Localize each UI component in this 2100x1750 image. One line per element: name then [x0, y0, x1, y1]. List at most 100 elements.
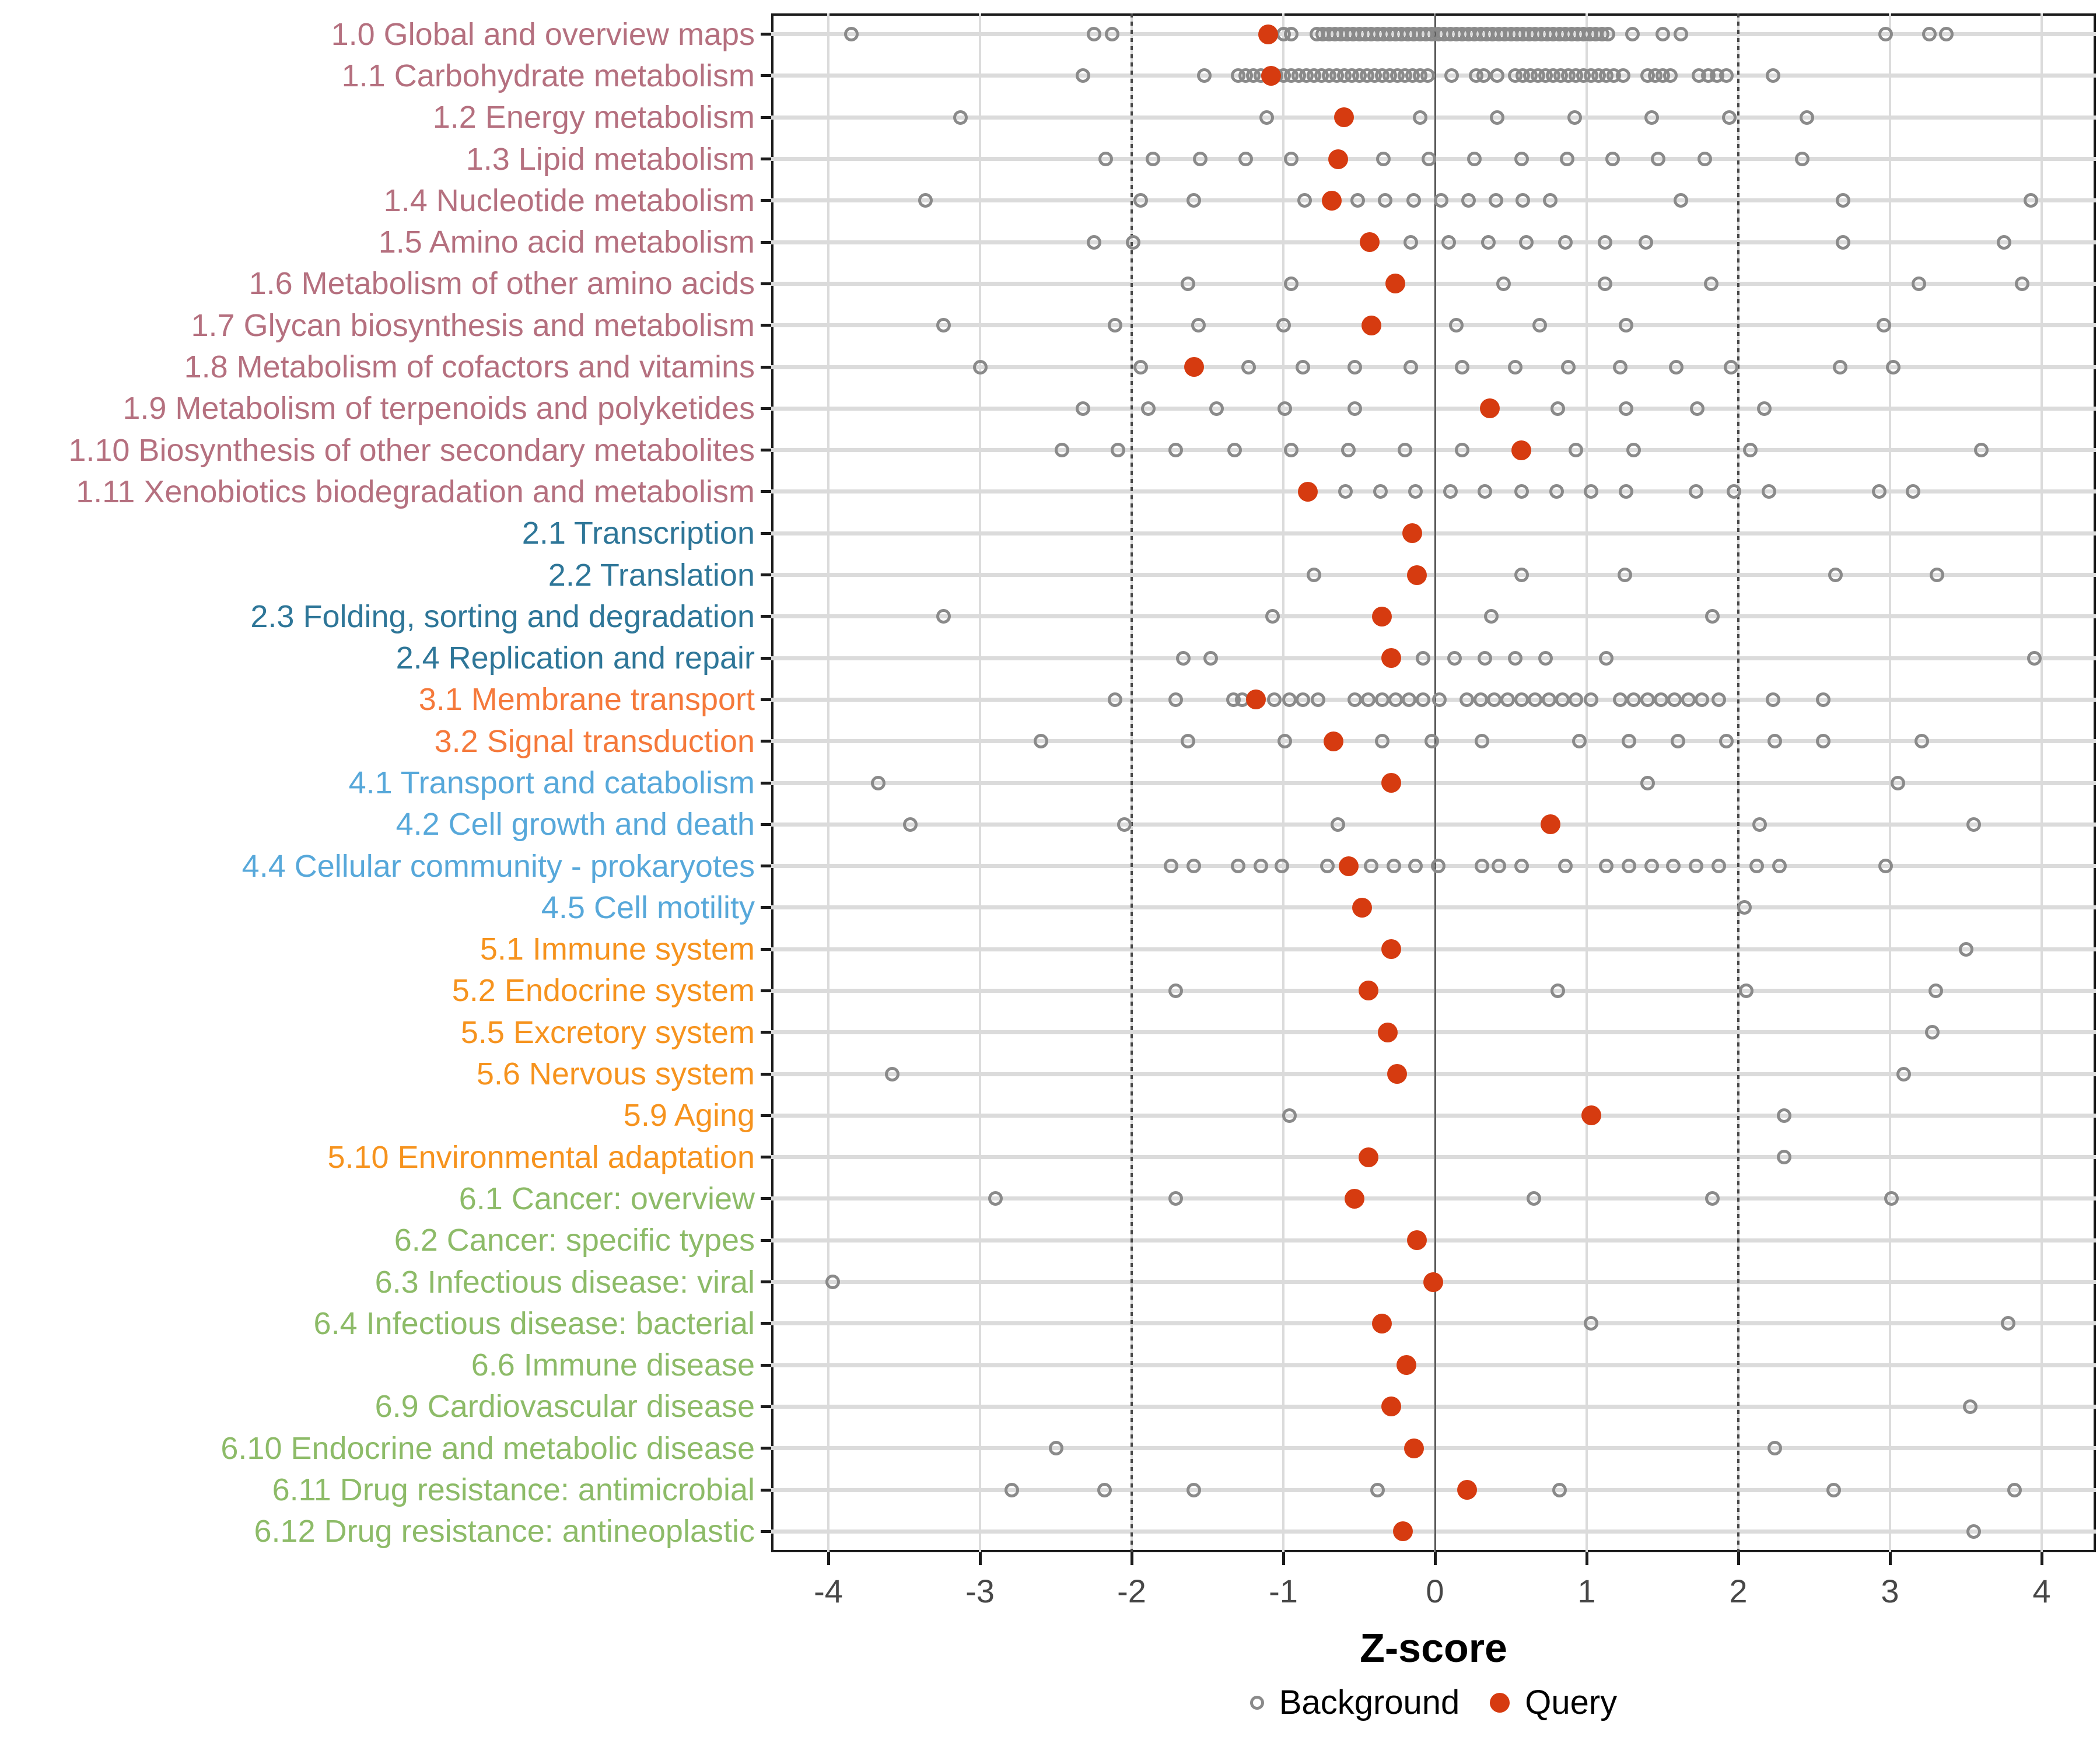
- y-axis-category-label: 1.8 Metabolism of cofactors and vitamins: [184, 349, 755, 385]
- background-point: [1197, 68, 1212, 83]
- row-gridline: [771, 1363, 2096, 1367]
- background-point: [1673, 193, 1688, 208]
- query-point: [1360, 232, 1380, 253]
- background-point: [1776, 1150, 1791, 1165]
- y-axis-category-label: 3.1 Membrane transport: [418, 682, 755, 718]
- background-point: [1180, 734, 1195, 749]
- background-point: [1455, 443, 1470, 458]
- background-point: [1922, 27, 1937, 42]
- y-axis-category-label: 5.5 Excretory system: [460, 1014, 755, 1050]
- y-axis-tick: [761, 199, 771, 202]
- query-point: [1334, 107, 1354, 128]
- background-point: [1496, 276, 1511, 291]
- background-point: [1278, 734, 1293, 749]
- background-point: [1097, 1482, 1112, 1497]
- background-point: [1622, 734, 1637, 749]
- background-point: [1885, 359, 1901, 374]
- background-point: [1387, 859, 1402, 874]
- background-point: [1703, 276, 1718, 291]
- query-point: [1358, 1147, 1378, 1167]
- y-axis-category-label: 4.5 Cell motility: [541, 890, 755, 925]
- y-axis-tick: [761, 531, 771, 535]
- background-point: [2007, 1482, 2022, 1497]
- background-point: [1638, 235, 1653, 250]
- background-point: [1816, 692, 1831, 707]
- row-gridline: [771, 780, 2096, 785]
- background-point: [1878, 859, 1893, 874]
- background-point: [1877, 318, 1892, 333]
- background-point: [1033, 734, 1048, 749]
- background-point: [1794, 152, 1810, 167]
- background-point: [1599, 859, 1614, 874]
- y-axis-tick: [761, 240, 771, 244]
- x-axis-tick-label: -2: [1117, 1573, 1146, 1609]
- y-axis-category-label: 5.9 Aging: [623, 1098, 755, 1133]
- query-point: [1361, 315, 1381, 335]
- y-axis-category-label: 5.6 Nervous system: [476, 1056, 755, 1092]
- query-point: [1479, 398, 1500, 419]
- background-point: [1491, 859, 1506, 874]
- background-point: [1559, 152, 1574, 167]
- background-point: [1490, 110, 1505, 125]
- background-point: [1186, 1482, 1202, 1497]
- background-point: [1835, 193, 1850, 208]
- background-point: [1878, 27, 1893, 42]
- background-point: [1552, 1482, 1567, 1497]
- background-point: [1650, 152, 1665, 167]
- background-point: [1772, 859, 1787, 874]
- background-point: [1549, 484, 1564, 499]
- background-point: [1104, 27, 1119, 42]
- y-axis-tick: [761, 1156, 771, 1159]
- background-point: [1619, 401, 1634, 416]
- background-legend-marker-icon: [1250, 1696, 1264, 1710]
- y-axis-category-label: 4.1 Transport and catabolism: [348, 765, 755, 800]
- background-point: [1107, 692, 1122, 707]
- y-axis-category-label: 1.9 Metabolism of terpenoids and polyket…: [123, 391, 755, 426]
- background-point: [1767, 1441, 1782, 1456]
- query-point: [1406, 1230, 1427, 1251]
- background-point: [1705, 609, 1720, 624]
- background-point: [1667, 692, 1682, 707]
- background-point: [1276, 318, 1291, 333]
- y-axis-tick: [761, 864, 771, 868]
- y-axis-category-label: 5.1 Immune system: [480, 932, 755, 967]
- background-point: [1605, 152, 1620, 167]
- background-point: [884, 1066, 900, 1082]
- background-point: [1364, 859, 1379, 874]
- background-point: [1569, 692, 1584, 707]
- row-gridline: [771, 365, 2096, 369]
- background-point: [1370, 1482, 1385, 1497]
- background-point: [1415, 650, 1430, 666]
- background-point: [1475, 734, 1490, 749]
- background-point: [1412, 110, 1427, 125]
- background-point: [1402, 692, 1417, 707]
- background-point: [1963, 1399, 1978, 1414]
- query-point: [1540, 814, 1560, 835]
- background-point: [1447, 650, 1462, 666]
- x-axis-tick: [1130, 1552, 1133, 1565]
- y-axis-tick: [761, 158, 771, 161]
- row-gridline: [771, 198, 2096, 203]
- background-point: [1192, 152, 1208, 167]
- background-point: [1690, 401, 1705, 416]
- background-point: [1776, 1108, 1791, 1123]
- background-point: [1599, 650, 1614, 666]
- query-point: [1297, 481, 1318, 502]
- y-axis-tick: [761, 822, 771, 826]
- background-point: [1584, 1316, 1599, 1331]
- query-point: [1393, 1521, 1413, 1542]
- background-point: [1076, 401, 1091, 416]
- query-point: [1323, 731, 1343, 751]
- row-gridline: [771, 281, 2096, 286]
- background-point: [1116, 817, 1132, 832]
- x-axis-tick-label: 4: [2032, 1573, 2051, 1609]
- y-axis-category-label: 6.2 Cancer: specific types: [394, 1223, 755, 1258]
- background-point: [1408, 859, 1423, 874]
- y-axis-tick: [761, 781, 771, 785]
- background-point: [1828, 568, 1843, 582]
- y-axis-category-label: 6.3 Infectious disease: viral: [374, 1264, 755, 1300]
- y-axis-category-label: 6.11 Drug resistance: antimicrobial: [272, 1472, 755, 1508]
- background-point: [1376, 152, 1391, 167]
- background-point: [1508, 359, 1523, 374]
- background-point: [1561, 359, 1576, 374]
